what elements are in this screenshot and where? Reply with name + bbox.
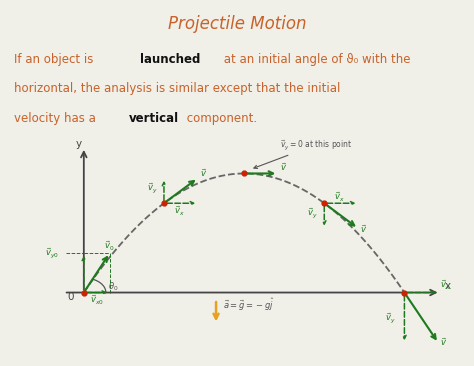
Text: $\vec{a} = \vec{g} = -g\hat{j}$: $\vec{a} = \vec{g} = -g\hat{j}$ <box>223 296 275 313</box>
Text: $\vec{v}_{y0}$: $\vec{v}_{y0}$ <box>45 246 59 260</box>
Text: $\theta_0$: $\theta_0$ <box>108 280 118 292</box>
Text: $\vec{v}$: $\vec{v}$ <box>440 336 447 348</box>
Text: component.: component. <box>183 112 257 125</box>
Text: y: y <box>76 139 82 149</box>
Text: launched: launched <box>140 53 200 66</box>
Text: $\vec{v}_y$: $\vec{v}_y$ <box>147 181 158 195</box>
Text: $\vec{v}_x$: $\vec{v}_x$ <box>334 191 345 204</box>
Text: at an initial angle of ϑ₀ with the: at an initial angle of ϑ₀ with the <box>220 53 411 66</box>
Text: $\vec{v}$: $\vec{v}$ <box>200 167 207 179</box>
Text: Projectile Motion: Projectile Motion <box>168 15 306 33</box>
Text: horizontal, the analysis is similar except that the initial: horizontal, the analysis is similar exce… <box>14 82 341 96</box>
Text: $\vec{v}_x$: $\vec{v}_x$ <box>174 205 184 218</box>
Text: $\vec{v}_0$: $\vec{v}_0$ <box>104 240 114 253</box>
Text: x: x <box>445 281 451 291</box>
Text: velocity has a: velocity has a <box>14 112 100 125</box>
Text: $\vec{v}_x$: $\vec{v}_x$ <box>440 279 451 292</box>
Text: $\vec{v}_y = 0$ at this point: $\vec{v}_y = 0$ at this point <box>254 138 353 168</box>
Text: If an object is: If an object is <box>14 53 97 66</box>
Text: vertical: vertical <box>129 112 179 125</box>
Text: 0: 0 <box>68 292 74 302</box>
Text: $\vec{v}$: $\vec{v}$ <box>360 223 367 235</box>
Text: $\vec{v}_y$: $\vec{v}_y$ <box>385 311 396 325</box>
Text: $\vec{v}_y$: $\vec{v}_y$ <box>308 206 318 220</box>
Text: $\vec{v}$: $\vec{v}$ <box>280 161 287 173</box>
Text: $\vec{v}_{x0}$: $\vec{v}_{x0}$ <box>90 294 104 307</box>
